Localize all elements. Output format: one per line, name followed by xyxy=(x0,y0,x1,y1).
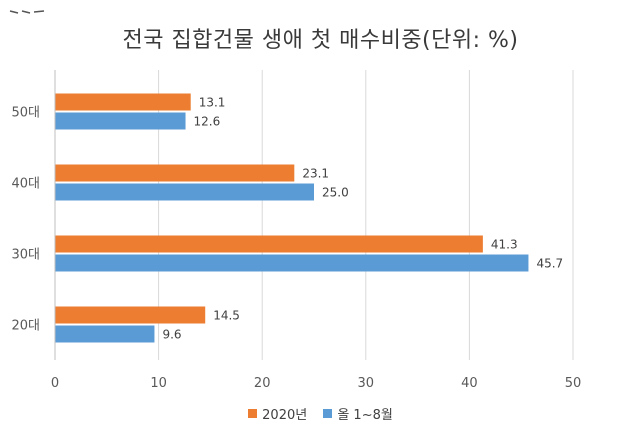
bar-50대-2020 xyxy=(55,93,191,111)
legend-swatch-this-year xyxy=(323,409,333,418)
data-label-50대-2020: 13.1 xyxy=(199,96,226,110)
x-tick-label-50: 50 xyxy=(565,376,582,391)
data-label-20대-this-year: 9.6 xyxy=(162,328,181,342)
legend-label-2020: 2020년 xyxy=(262,408,308,423)
data-label-20대-2020: 14.5 xyxy=(213,309,240,323)
bar-30대-2020 xyxy=(55,235,483,253)
y-tick-label-50대: 50대 xyxy=(11,106,40,121)
data-label-40대-this-year: 25.0 xyxy=(322,186,349,200)
data-label-30대-2020: 41.3 xyxy=(491,238,518,252)
cropped-mark xyxy=(8,0,50,14)
bar-20대-this-year xyxy=(55,325,155,343)
legend-item-2020: 2020년 xyxy=(248,404,307,423)
y-tick-label-20대: 20대 xyxy=(11,319,40,334)
data-label-40대-2020: 23.1 xyxy=(302,167,329,181)
legend-label-this-year: 올 1~8월 xyxy=(337,408,393,423)
bar-30대-this-year xyxy=(55,254,529,272)
x-tick-label-0: 0 xyxy=(51,376,59,391)
bar-50대-this-year xyxy=(55,112,186,130)
y-tick-label-40대: 40대 xyxy=(11,177,40,192)
data-label-30대-this-year: 45.7 xyxy=(536,257,563,271)
x-tick-label-40: 40 xyxy=(461,376,478,391)
y-tick-label-30대: 30대 xyxy=(11,248,40,263)
chart-title: 전국 집합건물 생애 첫 매수비중(단위: %) xyxy=(122,28,519,53)
x-tick-label-10: 10 xyxy=(150,376,167,391)
bar-40대-this-year xyxy=(55,183,314,201)
legend: 2020년 올 1~8월 xyxy=(0,404,641,423)
bar-40대-2020 xyxy=(55,164,295,182)
x-tick-label-20: 20 xyxy=(254,376,271,391)
data-label-50대-this-year: 12.6 xyxy=(194,115,221,129)
legend-swatch-2020 xyxy=(248,409,258,418)
legend-item-this-year: 올 1~8월 xyxy=(323,404,393,423)
bar-20대-2020 xyxy=(55,306,206,324)
x-tick-label-30: 30 xyxy=(358,376,375,391)
